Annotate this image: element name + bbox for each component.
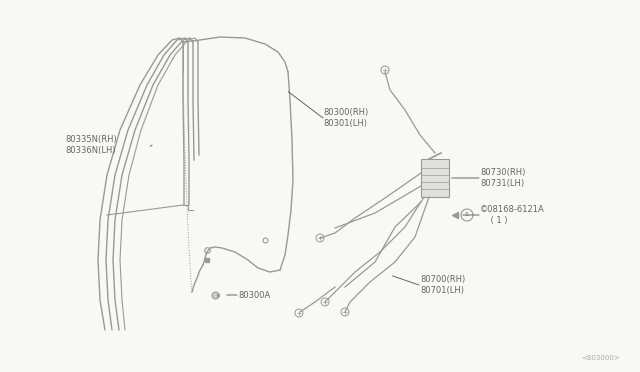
Text: 80335N(RH)
80336N(LH): 80335N(RH) 80336N(LH) xyxy=(65,135,116,155)
Text: 80300A: 80300A xyxy=(238,291,270,299)
Text: 80300(RH)
80301(LH): 80300(RH) 80301(LH) xyxy=(323,108,368,128)
Text: ©08168-6121A
    ( 1 ): ©08168-6121A ( 1 ) xyxy=(480,205,545,225)
Text: <803000>: <803000> xyxy=(581,355,620,361)
Text: 80700(RH)
80701(LH): 80700(RH) 80701(LH) xyxy=(420,275,465,295)
Text: S: S xyxy=(465,212,469,218)
Text: 80730(RH)
80731(LH): 80730(RH) 80731(LH) xyxy=(480,168,525,188)
Bar xyxy=(421,159,449,197)
